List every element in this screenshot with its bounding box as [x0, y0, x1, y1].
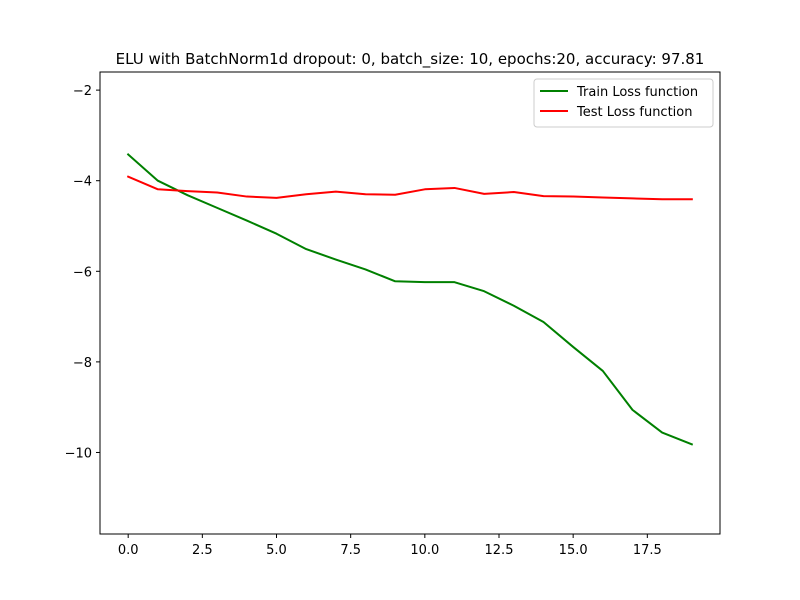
axes: 0.0 2.5 5.0 7.5 10.0 12.5 15.0 17.5 −10 −8 −6 −4 −2: [65, 71, 721, 558]
axes-frame: [99, 71, 721, 535]
x-tick-label: 10.0: [410, 543, 439, 558]
legend-box: [533, 78, 714, 128]
series-line-train-loss: [126, 153, 694, 446]
x-tick-label: 5.0: [266, 543, 287, 558]
x-tick-label: 12.5: [485, 543, 514, 558]
legend-label: Test Loss function: [576, 105, 692, 120]
y-tick-label: −2: [73, 84, 92, 99]
y-tick-label: −10: [65, 446, 92, 461]
chart-title: ELU with BatchNorm1d dropout: 0, batch_s…: [116, 50, 705, 69]
x-tick-label: 2.5: [192, 543, 213, 558]
y-tick-label: −6: [73, 265, 92, 280]
series-line-test-loss: [126, 175, 693, 201]
x-tick-label: 17.5: [633, 543, 662, 558]
legend-label: Train Loss function: [576, 85, 698, 100]
y-tick-label: −8: [73, 356, 92, 371]
legend: Train Loss function Test Loss function: [533, 78, 714, 128]
x-tick-label: 7.5: [340, 543, 361, 558]
x-tick-label: 15.0: [559, 543, 588, 558]
plot-area: [126, 153, 694, 446]
y-tick-label: −4: [73, 175, 92, 190]
x-tick-label: 0.0: [118, 543, 139, 558]
